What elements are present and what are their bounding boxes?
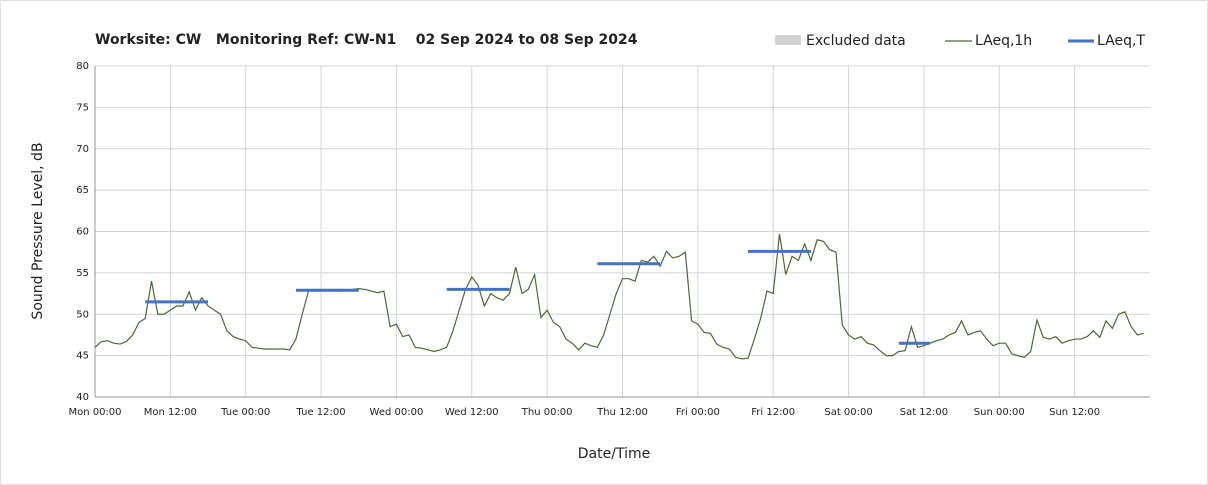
x-tick-label: Fri 00:00	[676, 407, 720, 418]
legend-label: LAeq,T	[1097, 33, 1145, 49]
y-tick-label: 75	[76, 102, 89, 113]
x-axis-label: Date/Time	[578, 446, 650, 462]
legend-label: LAeq,1h	[975, 33, 1032, 49]
x-tick-label: Sun 00:00	[974, 407, 1025, 418]
x-tick-label: Mon 00:00	[68, 407, 121, 418]
y-tick-label: 60	[76, 227, 89, 238]
y-axis-label: Sound Pressure Level, dB	[30, 142, 46, 319]
y-tick-label: 40	[76, 392, 89, 403]
x-tick-label: Thu 00:00	[521, 407, 573, 418]
line-series	[94, 233, 1144, 360]
y-tick-label: 45	[76, 351, 89, 362]
legend-swatch	[775, 35, 801, 45]
x-tick-label: Sun 12:00	[1049, 407, 1100, 418]
y-tick-label: 55	[76, 268, 89, 279]
x-tick-label: Mon 12:00	[144, 407, 197, 418]
y-tick-label: 65	[76, 185, 89, 196]
x-tick-label: Tue 12:00	[296, 407, 346, 418]
y-tick-label: 50	[76, 309, 89, 320]
x-tick-label: Wed 12:00	[445, 407, 499, 418]
legend-label: Excluded data	[806, 33, 906, 49]
x-tick-label: Fri 12:00	[751, 407, 795, 418]
chart-title: Worksite: CW Monitoring Ref: CW-N1 02 Se…	[95, 32, 638, 48]
x-tick-label: Thu 12:00	[596, 407, 648, 418]
y-tick-label: 80	[76, 61, 89, 72]
x-tick-label: Sat 00:00	[824, 407, 872, 418]
x-tick-label: Tue 00:00	[220, 407, 270, 418]
x-tick-label: Sat 12:00	[900, 407, 948, 418]
x-tick-label: Wed 00:00	[370, 407, 424, 418]
legend: Excluded data LAeq,1h LAeq,T	[775, 33, 1145, 49]
y-tick-label: 70	[76, 144, 89, 155]
